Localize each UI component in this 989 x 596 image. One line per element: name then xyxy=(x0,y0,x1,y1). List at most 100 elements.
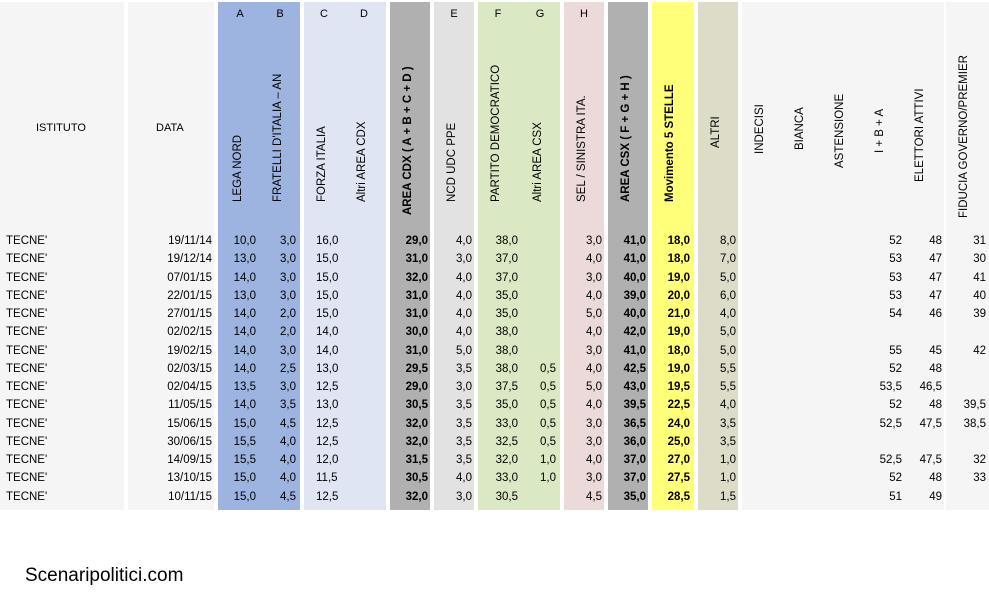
cell-area-cdx: 32,0 xyxy=(405,271,428,284)
cell-istituto: TECNE' xyxy=(6,308,48,320)
cell-m5s: 22,5 xyxy=(667,399,690,412)
cell-data: 15/06/15 xyxy=(167,417,212,430)
cell-pd: 38,0 xyxy=(495,326,518,339)
cell-elettori: 47 xyxy=(929,289,942,302)
letter-a: A xyxy=(236,8,244,20)
cell-m5s: 27,5 xyxy=(667,472,690,485)
table-row: TECNE' 19/12/14 13,0 3,0 15,0 31,0 3,0 37,0 4,0 4… xyxy=(0,251,989,268)
col-header-elettori: ELETTORI ATTIVI xyxy=(914,88,926,182)
cell-data: 19/12/14 xyxy=(167,253,212,266)
cell-m5s: 20,0 xyxy=(667,289,690,302)
col-header-sel: SEL / SINISTRA ITA. xyxy=(576,95,588,202)
cell-data: 02/03/15 xyxy=(167,362,212,375)
band-altri xyxy=(698,2,738,510)
cell-elettori: 47 xyxy=(929,271,942,284)
cell-lega: 13,0 xyxy=(233,253,256,266)
cell-lega: 15,0 xyxy=(233,472,256,485)
cell-area-csx: 36,5 xyxy=(623,417,646,430)
cell-area-csx: 40,0 xyxy=(623,308,646,320)
cell-area-csx: 36,0 xyxy=(623,435,646,448)
cell-lega: 14,0 xyxy=(233,399,256,412)
cell-elettori: 48 xyxy=(929,399,942,412)
cell-data: 10/11/15 xyxy=(168,490,212,503)
cell-altri-csx: 0,5 xyxy=(540,362,556,375)
cell-ncd: 4,0 xyxy=(456,271,472,284)
cell-lega: 13,0 xyxy=(233,289,256,302)
cell-ncd: 3,5 xyxy=(456,454,472,466)
cell-elettori: 47 xyxy=(929,253,942,266)
table-row: TECNE' 10/11/15 15,0 4,5 12,5 32,0 3,0 30,5 4,5 3… xyxy=(0,489,989,506)
cell-area-csx: 35,0 xyxy=(623,490,646,503)
table-row: TECNE' 19/11/14 10,0 3,0 16,0 29,0 4,0 38,0 3,0 4… xyxy=(0,233,989,250)
table-row: TECNE' 02/03/15 14,0 2,5 13,0 29,5 3,5 38,0 0,5 4… xyxy=(0,361,989,378)
cell-altri-csx: 0,5 xyxy=(540,381,556,393)
letter-c: C xyxy=(320,8,328,20)
cell-istituto: TECNE' xyxy=(6,417,48,430)
cell-sel: 4,0 xyxy=(586,362,602,375)
cell-fi: 12,5 xyxy=(316,490,339,503)
col-header-area-csx: AREA CSX ( F + G + H ) xyxy=(620,75,632,202)
col-header-indecisi: INDECISI xyxy=(754,104,766,154)
cell-fdi: 3,0 xyxy=(280,289,296,302)
letter-d: D xyxy=(360,8,368,20)
cell-sel: 4,0 xyxy=(586,289,602,302)
cell-elettori: 48 xyxy=(929,362,942,375)
cell-fi: 14,0 xyxy=(316,326,339,339)
cell-ibaa: 52 xyxy=(889,235,902,247)
cell-fdi: 2,5 xyxy=(280,362,296,375)
cell-ncd: 4,0 xyxy=(456,326,472,339)
cell-sel: 3,0 xyxy=(586,417,602,430)
band-area-csx xyxy=(608,2,648,510)
cell-ibaa: 52 xyxy=(889,399,902,412)
cell-lega: 15,0 xyxy=(233,417,256,430)
cell-data: 30/06/15 xyxy=(167,435,212,448)
table-row: TECNE' 14/09/15 15,5 4,0 12,0 31,5 3,5 32,0 1,0 4… xyxy=(0,452,989,469)
cell-elettori: 48 xyxy=(929,472,942,485)
cell-ibaa: 53,5 xyxy=(879,381,902,393)
table-row: TECNE' 30/06/15 15,5 4,0 12,5 32,0 3,5 32,5 0,5 3… xyxy=(0,434,989,451)
col-header-fi: FORZA ITALIA xyxy=(316,126,328,202)
band-lega-fdi xyxy=(218,2,300,510)
cell-pd: 38,0 xyxy=(495,344,518,357)
cell-m5s: 24,0 xyxy=(667,417,690,430)
cell-ncd: 3,0 xyxy=(456,490,472,503)
cell-altri: 5,0 xyxy=(720,344,736,357)
cell-ibaa: 54 xyxy=(889,308,902,320)
col-header-altri: ALTRI xyxy=(710,116,722,148)
cell-area-cdx: 31,5 xyxy=(405,454,428,466)
cell-elettori: 47,5 xyxy=(919,417,942,430)
cell-pd: 37,0 xyxy=(495,271,518,284)
cell-ibaa: 52 xyxy=(889,472,902,485)
cell-data: 11/05/15 xyxy=(168,399,212,412)
cell-lega: 14,0 xyxy=(233,308,256,320)
cell-ncd: 4,0 xyxy=(456,289,472,302)
cell-m5s: 18,0 xyxy=(667,235,690,247)
cell-area-cdx: 30,5 xyxy=(405,472,428,485)
letter-g: G xyxy=(535,8,545,20)
cell-istituto: TECNE' xyxy=(6,362,48,375)
cell-fdi: 4,5 xyxy=(280,490,296,503)
col-header-m5s: Movimento 5 STELLE xyxy=(664,84,676,202)
header-istituto: ISTITUTO xyxy=(36,122,86,134)
cell-istituto: TECNE' xyxy=(6,326,48,339)
cell-sel: 3,0 xyxy=(586,344,602,357)
table-row: TECNE' 13/10/15 15,0 4,0 11,5 30,5 4,0 33,0 1,0 3… xyxy=(0,470,989,487)
cell-ibaa: 51 xyxy=(889,490,902,503)
cell-fdi: 3,0 xyxy=(280,381,296,393)
cell-area-csx: 37,0 xyxy=(623,454,646,466)
table-row: TECNE' 02/04/15 13,5 3,0 12,5 29,0 3,0 37,5 0,5 5… xyxy=(0,379,989,396)
cell-lega: 14,0 xyxy=(233,271,256,284)
cell-elettori: 46,5 xyxy=(919,381,942,393)
cell-area-csx: 42,0 xyxy=(623,326,646,339)
cell-fdi: 3,0 xyxy=(280,344,296,357)
cell-istituto: TECNE' xyxy=(6,472,48,485)
cell-data: 19/11/14 xyxy=(168,235,212,247)
cell-altri-csx: 0,5 xyxy=(540,417,556,430)
cell-sel: 3,0 xyxy=(586,435,602,448)
cell-m5s: 21,0 xyxy=(667,308,690,320)
letter-f: F xyxy=(494,8,502,20)
cell-istituto: TECNE' xyxy=(6,399,48,412)
header-data: DATA xyxy=(156,122,184,134)
cell-fdi: 3,5 xyxy=(280,399,296,412)
cell-pd: 37,0 xyxy=(495,253,518,266)
